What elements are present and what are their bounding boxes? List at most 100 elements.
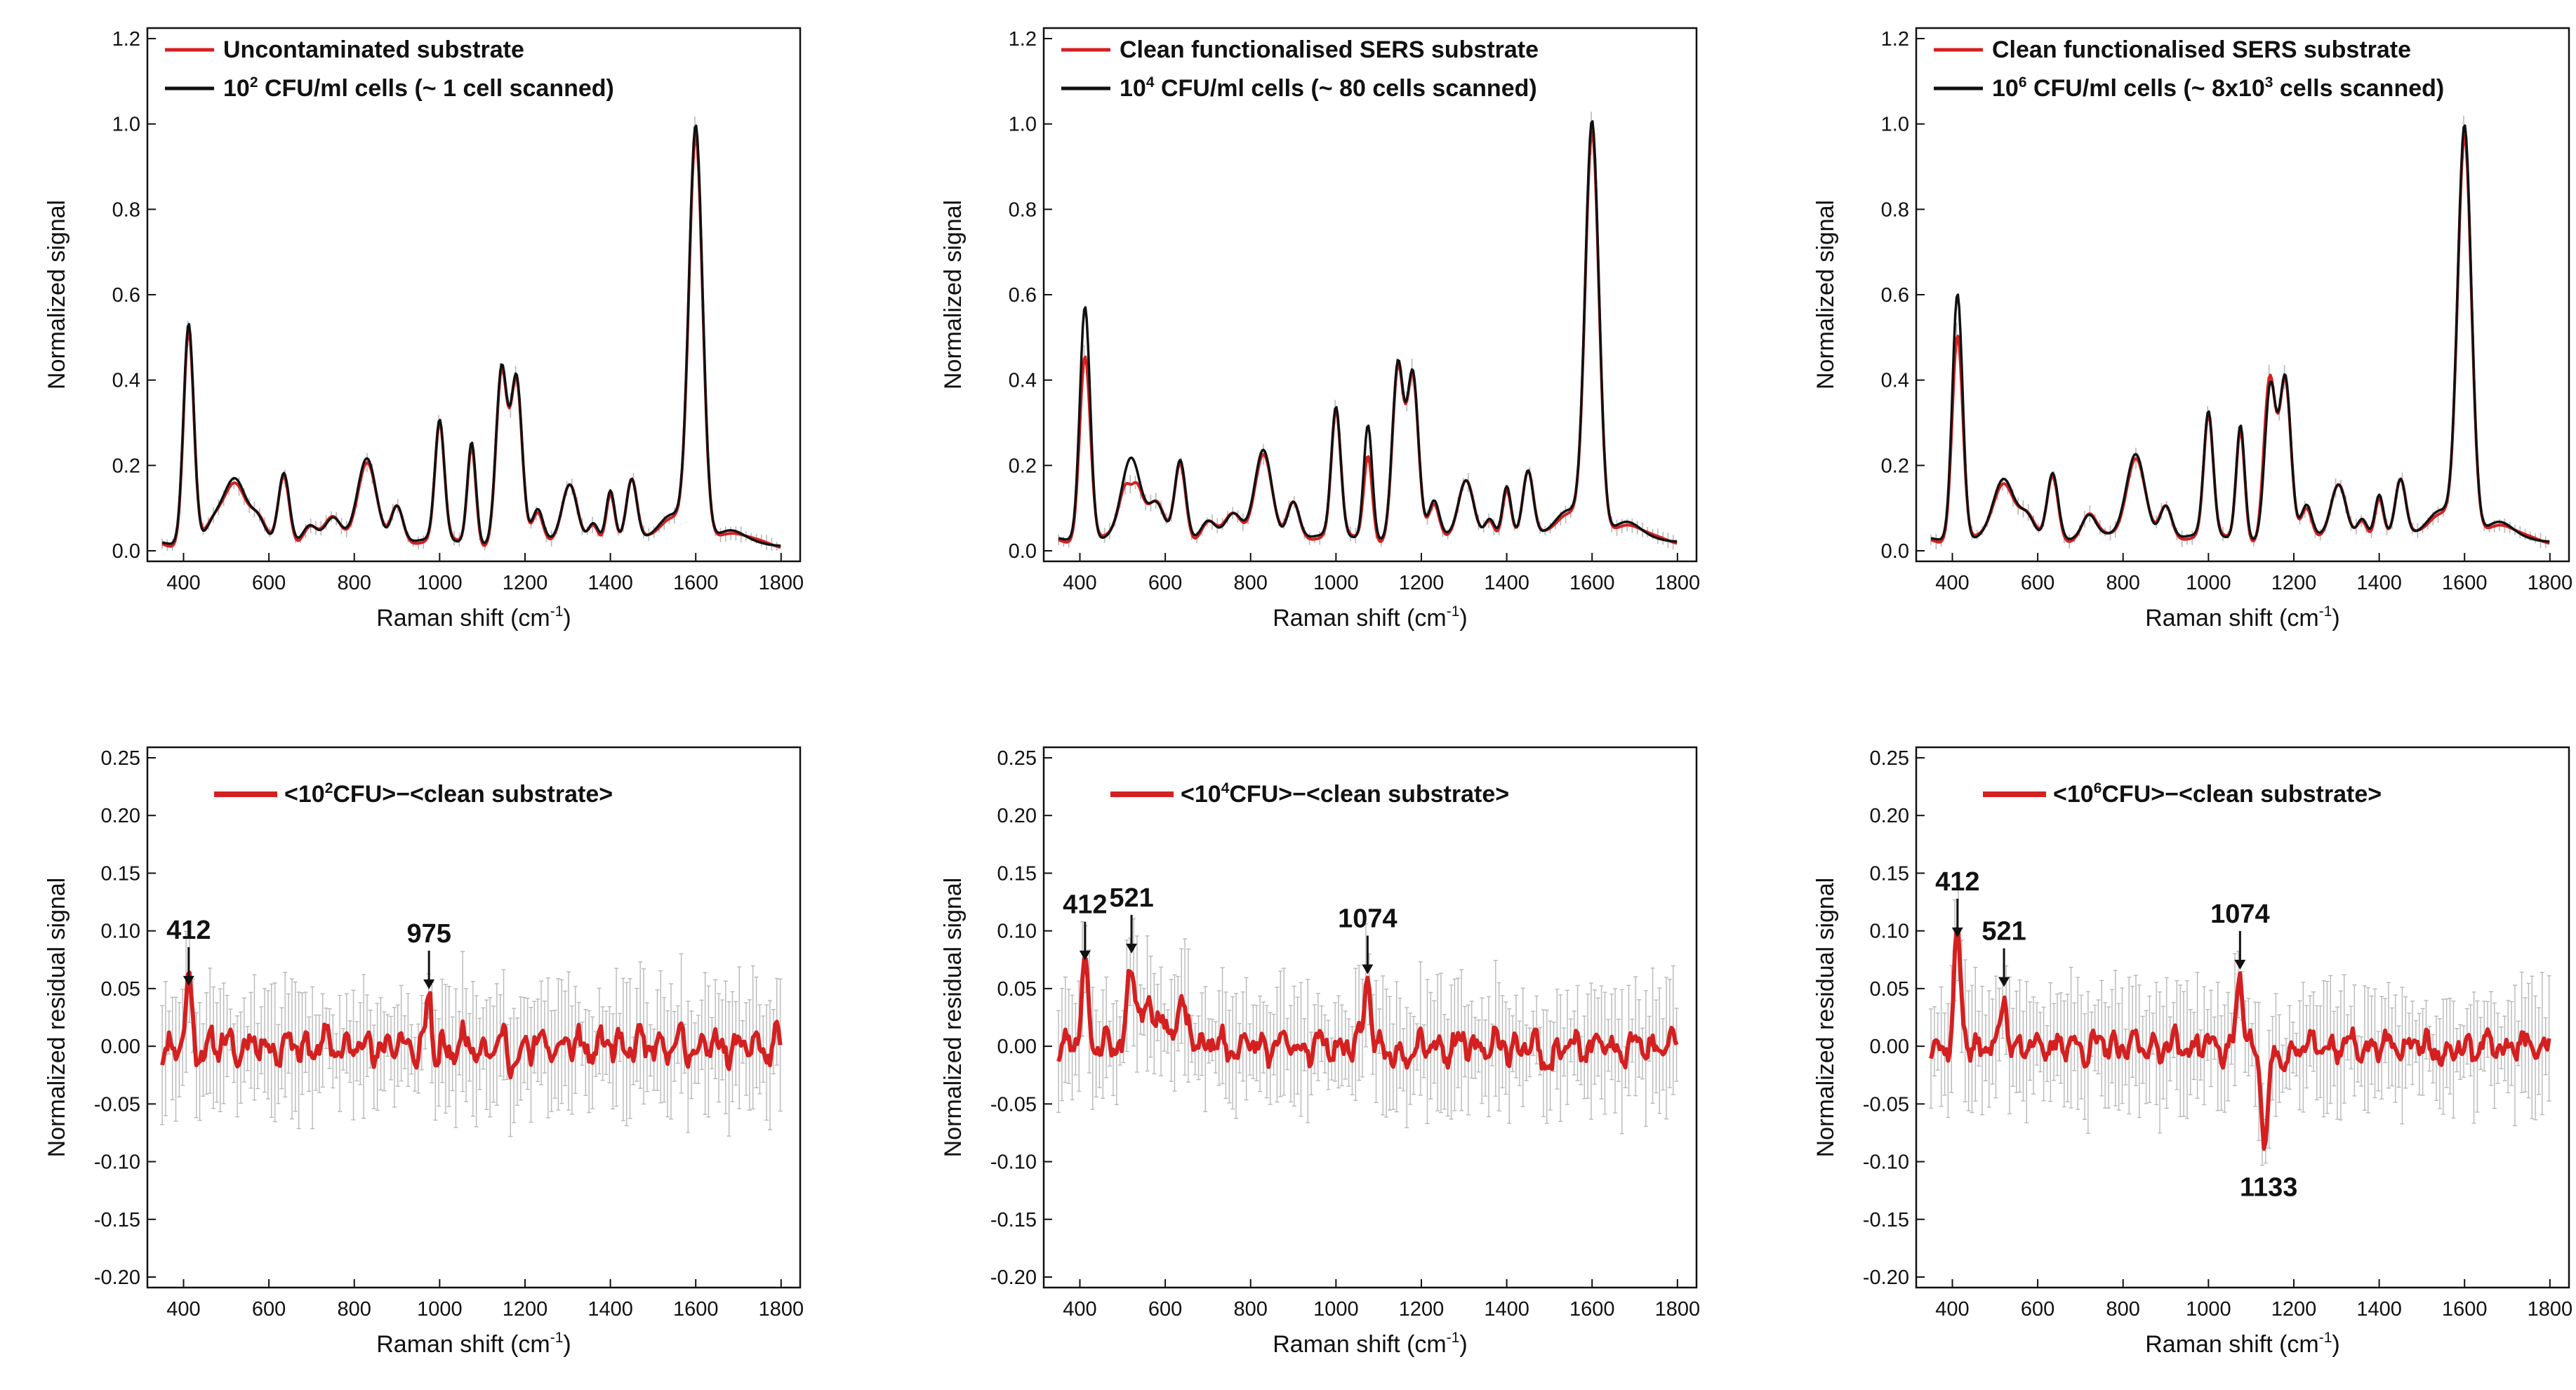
- legend-text-part: <10: [2053, 781, 2094, 808]
- legend-text-part: CFU>−<clean substrate>: [333, 781, 613, 808]
- peak-arrow-head: [423, 979, 435, 989]
- legend-text-part: CFU/ml cells (~ 1 cell scanned): [258, 75, 614, 102]
- legend-text-part: Uncontaminated substrate: [223, 36, 524, 63]
- y-tick-label: 0.0: [1881, 540, 1909, 563]
- legend-text: <102CFU>−<clean substrate>: [284, 780, 613, 808]
- x-tick-label: 1000: [1313, 1298, 1359, 1321]
- x-axis-title: Raman shift (cm-1): [376, 1330, 571, 1358]
- y-tick-label: 0.8: [1009, 199, 1037, 221]
- x-tick-label: 1800: [759, 1298, 804, 1321]
- y-tick-label: 0.6: [1881, 284, 1909, 307]
- legend-text-part: Clean functionalised SERS substrate: [1992, 36, 2411, 63]
- legend-text-part: CFU/ml cells (~ 8x10: [2027, 75, 2265, 102]
- x-axis-title: Raman shift (cm-1): [1273, 1330, 1468, 1358]
- x-tick-label: 1800: [759, 572, 804, 594]
- x-tick-label: 1000: [2186, 572, 2231, 594]
- x-tick-label: 600: [252, 1298, 286, 1321]
- y-tick-label: 1.0: [112, 114, 140, 136]
- y-tick-label: -0.15: [1863, 1209, 1909, 1231]
- x-axis-title: Raman shift (cm-1): [2145, 603, 2340, 631]
- x-tick-label: 400: [166, 1298, 200, 1321]
- x-axis-title-sup: -1: [2319, 603, 2332, 620]
- y-tick-label: 0.15: [101, 862, 140, 885]
- x-axis-title-sup: -1: [1447, 1330, 1460, 1346]
- chart-p4: 400 600 800 1000 1200 1400 1600 1800 -0.20 -0.15 -…: [44, 746, 804, 1358]
- peak-label: 1074: [2210, 900, 2270, 929]
- y-tick-label: 0.2: [1009, 455, 1037, 477]
- series-line-contaminated: [1058, 120, 1678, 543]
- y-tick-label: -0.15: [990, 1209, 1037, 1231]
- y-tick-label: 0.20: [1870, 805, 1909, 827]
- series-line-contaminated: [1930, 124, 2550, 543]
- legend-text-part: CFU/ml cells (~ 80 cells scanned): [1155, 75, 1537, 102]
- x-axis-title-end: ): [2332, 605, 2339, 631]
- x-tick-label: 800: [1234, 1298, 1268, 1321]
- legend-text: <104CFU>−<clean substrate>: [1181, 780, 1509, 808]
- x-axis-title: Raman shift (cm-1): [1273, 603, 1468, 631]
- y-tick-label: 0.05: [101, 978, 140, 1001]
- peak-arrow-head: [1951, 927, 1963, 937]
- chart-p2: 400 600 800 1000 1200 1400 1600 1800 0.0 0.2 0.4 0.…: [940, 27, 1701, 631]
- x-tick-label: 1400: [1484, 572, 1529, 594]
- peak-label: 412: [166, 916, 211, 945]
- y-tick-label: -0.10: [1863, 1151, 1909, 1174]
- peak-label: 412: [1063, 890, 1107, 920]
- x-tick-label: 1800: [1655, 572, 1701, 594]
- x-tick-label: 400: [1063, 572, 1096, 594]
- legend-text: Uncontaminated substrate: [223, 36, 524, 63]
- legend-text-part: 3: [2265, 74, 2273, 91]
- legend-text-part: <10: [1181, 781, 1221, 808]
- y-tick-label: 0.20: [997, 805, 1037, 827]
- series-line-residual: [160, 970, 783, 1080]
- legend-text: Clean functionalised SERS substrate: [1120, 36, 1539, 63]
- x-tick-label: 600: [1148, 1298, 1182, 1321]
- legend-text: <106CFU>−<clean substrate>: [2053, 780, 2382, 808]
- y-tick-label: 0.10: [1870, 921, 1909, 943]
- legend-text-part: 6: [2019, 74, 2027, 91]
- y-tick-label: 0.15: [997, 862, 1037, 885]
- y-tick-label: -0.05: [94, 1093, 140, 1116]
- x-tick-label: 1400: [2356, 1298, 2402, 1321]
- legend-text-part: 4: [1221, 780, 1230, 796]
- y-tick-label: -0.10: [94, 1151, 140, 1174]
- legend-text-part: 10: [1120, 75, 1146, 102]
- peak-label: 521: [1981, 917, 2026, 947]
- x-tick-label: 1800: [2528, 1298, 2573, 1321]
- peak-arrow-head: [2234, 959, 2246, 970]
- x-tick-label: 1000: [417, 1298, 463, 1321]
- y-axis-title: Normalized signal: [1812, 200, 1839, 389]
- x-axis-title-sup: -1: [1447, 603, 1460, 620]
- y-axis-title: Normalized residual signal: [940, 878, 967, 1158]
- legend-text-part: 10: [1992, 75, 2019, 102]
- peak-label: 1074: [1338, 904, 1397, 933]
- plot-frame: [146, 746, 802, 1289]
- x-tick-label: 1200: [2271, 1298, 2317, 1321]
- x-tick-label: 400: [1063, 1298, 1096, 1321]
- y-tick-label: -0.20: [94, 1267, 140, 1289]
- x-tick-label: 1200: [1399, 572, 1445, 594]
- chart-p5: 400 600 800 1000 1200 1400 1600 1800 -0.20 -0.15 -…: [940, 746, 1700, 1358]
- x-tick-label: 800: [2106, 1298, 2140, 1321]
- y-tick-label: 1.0: [1009, 114, 1037, 136]
- y-tick-label: -0.05: [1863, 1093, 1909, 1116]
- series-line-contaminated: [161, 124, 781, 547]
- plot-frame: [1915, 746, 2570, 1289]
- y-axis-title: Normalized signal: [940, 200, 967, 389]
- legend-text: 104 CFU/ml cells (~ 80 cells scanned): [1120, 74, 1537, 102]
- legend-text-part: 6: [2094, 780, 2102, 796]
- y-tick-label: 0.4: [112, 370, 140, 392]
- chart-p6: 400 600 800 1000 1200 1400 1600 1800 -0.20 -0.15 -…: [1812, 746, 2573, 1358]
- x-tick-label: 1600: [673, 1298, 719, 1321]
- legend-text-part: 10: [223, 75, 250, 102]
- x-axis-title-sup: -1: [2319, 1330, 2332, 1346]
- legend-text-part: Clean functionalised SERS substrate: [1120, 36, 1539, 63]
- x-tick-label: 1600: [2442, 1298, 2488, 1321]
- x-tick-label: 1600: [673, 572, 719, 594]
- y-axis-title: Normalized signal: [44, 200, 70, 389]
- x-axis-title-main: Raman shift (cm: [376, 605, 550, 631]
- y-tick-label: 0.6: [1009, 284, 1037, 307]
- y-tick-label: -0.20: [1863, 1267, 1909, 1289]
- x-tick-label: 400: [166, 572, 200, 594]
- x-tick-label: 1600: [2442, 572, 2488, 594]
- x-axis-title: Raman shift (cm-1): [2145, 1330, 2340, 1358]
